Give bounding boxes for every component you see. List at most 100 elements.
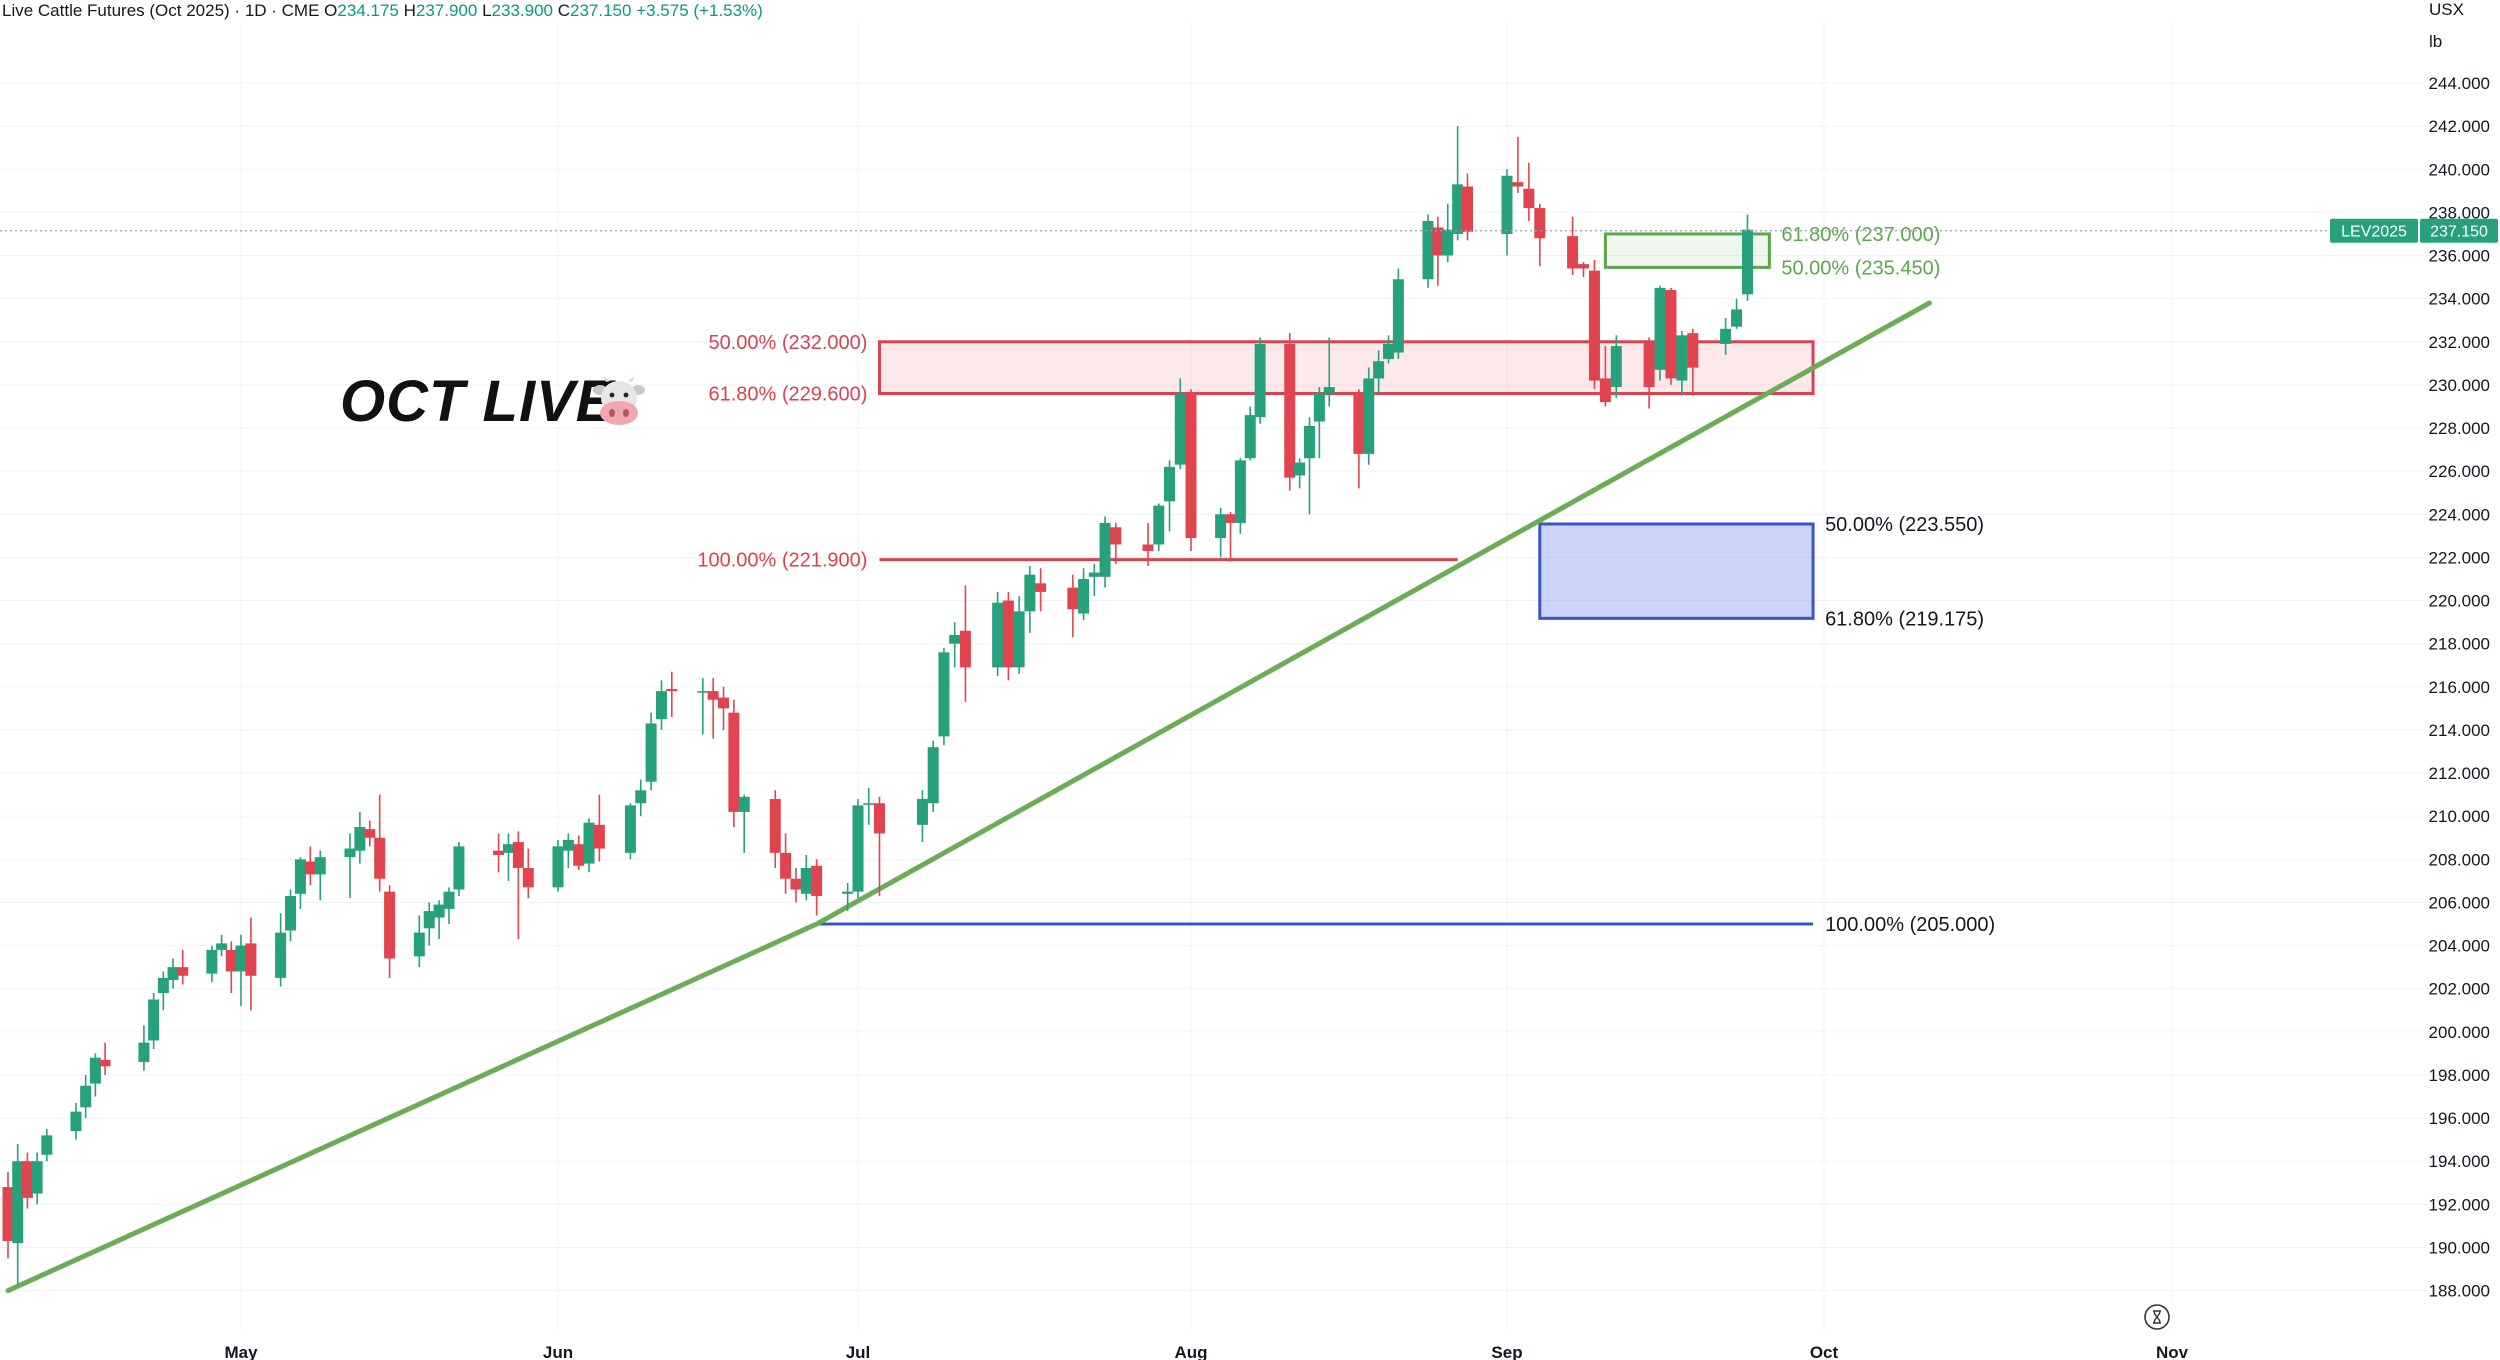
candle — [89, 1053, 101, 1097]
candle — [443, 887, 455, 925]
candle-body — [99, 1059, 111, 1067]
candle — [364, 820, 376, 847]
candle — [1153, 503, 1165, 551]
candle-body — [304, 861, 316, 875]
candle-body — [1741, 229, 1753, 295]
price-tick-label: 206.000 — [2429, 893, 2490, 912]
candle-body — [1067, 587, 1079, 610]
close-value: 237.150 — [570, 1, 632, 20]
candle — [1215, 507, 1227, 558]
candle-body — [314, 857, 326, 875]
candle — [1244, 406, 1256, 461]
candle-body — [512, 842, 524, 868]
candle-body — [666, 688, 678, 692]
price-tick-label: 236.000 — [2429, 247, 2490, 266]
fib-labels-layer: 50.00% (232.000) 61.80% (229.600) 100.00% … — [697, 224, 1995, 936]
candle-body — [206, 949, 218, 974]
candle-body — [1234, 460, 1246, 523]
candle-body — [1373, 361, 1385, 379]
candle-body — [1422, 221, 1434, 280]
candle-body — [1304, 425, 1315, 459]
candle — [148, 993, 160, 1050]
price-tick-label: 208.000 — [2429, 850, 2490, 869]
candle-body — [70, 1111, 82, 1132]
candle — [423, 902, 435, 946]
candle — [1373, 350, 1385, 394]
candle — [1363, 367, 1375, 465]
candle — [502, 833, 514, 881]
candle-body — [718, 697, 730, 709]
candle — [1099, 516, 1111, 588]
fib-zones — [816, 232, 1815, 926]
candle — [1422, 214, 1434, 288]
candle-body — [1501, 175, 1513, 234]
candle — [1234, 458, 1246, 534]
candle — [1013, 596, 1025, 674]
clock-icon[interactable] — [2143, 1303, 2171, 1331]
candle — [167, 958, 179, 989]
price-tick-label: 220.000 — [2429, 592, 2490, 611]
time-tick-label: Sep — [1491, 1343, 1522, 1360]
candle-body — [1462, 186, 1473, 232]
candle-body — [1567, 236, 1579, 269]
candle — [1731, 298, 1743, 329]
candle-body — [2, 1187, 14, 1242]
currency-unit[interactable]: USX — [2429, 0, 2464, 19]
candle-body — [1244, 415, 1256, 459]
price-tick-label: 218.000 — [2429, 635, 2490, 654]
candle-body — [583, 822, 595, 864]
candle-body — [1153, 505, 1165, 545]
last-price-tag: LEV2025 237.150 — [0, 218, 2498, 243]
candle-body — [354, 826, 366, 851]
candle-body — [873, 803, 885, 834]
candle — [1720, 318, 1732, 355]
candle-body — [522, 867, 534, 888]
time-tick-label: May — [224, 1343, 258, 1360]
price-tick-label: 240.000 — [2429, 160, 2490, 179]
candle-body — [1731, 309, 1743, 327]
fib-level-label: 100.00% (205.000) — [1825, 914, 1995, 936]
candle — [938, 647, 950, 746]
candle-body — [800, 867, 812, 894]
candle — [1676, 330, 1688, 396]
candle — [583, 818, 595, 873]
candle — [384, 885, 396, 978]
candle — [1174, 378, 1186, 470]
candle-body — [635, 790, 647, 804]
symbol-name[interactable]: Live Cattle Futures (Oct 2025) · 1D · CM… — [2, 1, 320, 20]
candle-body — [1254, 343, 1266, 418]
price-tick-label: 212.000 — [2429, 764, 2490, 783]
symbol-tag-name: LEV2025 — [2341, 224, 2407, 241]
candle-body — [1610, 346, 1622, 388]
price-tag-value: 237.150 — [2430, 224, 2488, 241]
candle-body — [225, 949, 237, 972]
price-tick-label: 216.000 — [2429, 678, 2490, 697]
candle-body — [573, 844, 585, 866]
candle — [206, 945, 218, 983]
low-value: 233.900 — [491, 1, 553, 20]
candle — [1294, 458, 1306, 489]
candle-body — [12, 1161, 24, 1244]
candle — [552, 839, 564, 892]
candle-body — [842, 891, 854, 894]
high-label: H — [403, 1, 416, 20]
candle-body — [1164, 466, 1176, 502]
candle-body — [949, 635, 961, 644]
candle-body — [1078, 578, 1090, 614]
candle-body — [552, 846, 564, 888]
candle-body — [1720, 328, 1732, 344]
candle-body — [1432, 227, 1444, 256]
candle — [1534, 203, 1546, 267]
price-tick-label: 228.000 — [2429, 419, 2490, 438]
time-tick-label: Nov — [2156, 1343, 2189, 1360]
time-axis: May Jun Jul Aug Sep Oct Nov — [224, 1343, 2188, 1360]
candle-body — [502, 844, 514, 853]
price-tick-label: 242.000 — [2429, 117, 2490, 136]
price-tick-label: 230.000 — [2429, 376, 2490, 395]
candle-body — [384, 891, 396, 959]
candle-body — [235, 945, 247, 972]
price-tick-label: 234.000 — [2429, 290, 2490, 309]
candle — [1164, 460, 1176, 532]
chart-watermark: OCT LIVE — [340, 369, 616, 434]
